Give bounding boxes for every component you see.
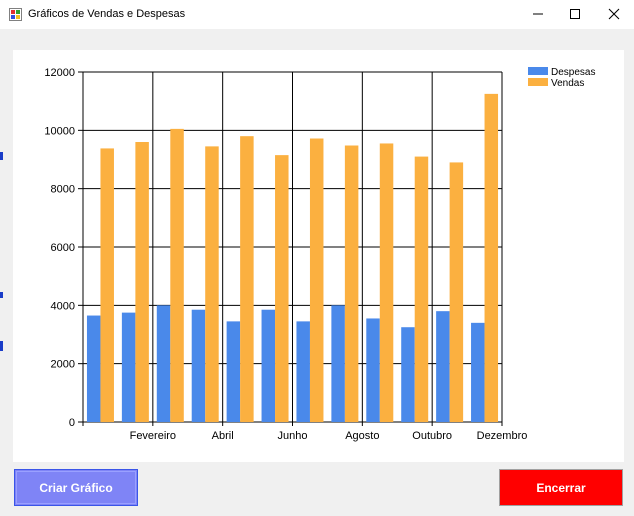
- legend-swatch-vendas: [528, 78, 548, 86]
- edge-mark: [0, 341, 3, 351]
- bar-vendas: [344, 145, 359, 422]
- y-tick-label: 2000: [51, 359, 75, 371]
- bar-despesas: [331, 305, 345, 422]
- bar-chart: 0 2000 4000 6000 8000 10000 12000 Fevereiro Abri…: [44, 67, 595, 442]
- maximize-icon: [570, 9, 580, 19]
- bar-despesas: [471, 322, 485, 422]
- bar-despesas: [261, 309, 276, 422]
- x-tick-label: Outubro: [412, 430, 452, 442]
- legend-swatch-despesas: [528, 67, 548, 75]
- bar-vendas: [484, 93, 499, 422]
- x-tick-label: Abril: [212, 430, 234, 442]
- y-tick-label: 6000: [51, 242, 75, 254]
- x-tick-label: Junho: [278, 430, 308, 442]
- title-bar: Gráficos de Vendas e Despesas: [0, 0, 634, 29]
- close-button[interactable]: [597, 0, 631, 29]
- maximize-button[interactable]: [558, 0, 592, 29]
- chart-area: 0 2000 4000 6000 8000 10000 12000 Fevereiro Abri…: [13, 50, 624, 462]
- window-title: Gráficos de Vendas e Despesas: [28, 8, 186, 20]
- y-tick-label: 0: [69, 417, 75, 429]
- encerrar-button[interactable]: Encerrar: [499, 469, 623, 506]
- legend-label-despesas: Despesas: [551, 67, 595, 78]
- bar-despesas: [401, 327, 415, 422]
- y-tick-label: 4000: [51, 300, 75, 312]
- bar-vendas: [449, 162, 464, 422]
- x-tick-label: Agosto: [345, 430, 379, 442]
- bar-despesas: [191, 309, 206, 422]
- bar-vendas: [414, 156, 429, 422]
- close-icon: [608, 8, 620, 20]
- bar-vendas: [100, 148, 114, 422]
- app-icon: [9, 8, 22, 21]
- bar-despesas: [86, 315, 101, 422]
- y-tick-label: 10000: [44, 125, 75, 137]
- bar-vendas: [275, 155, 289, 422]
- minimize-icon: [533, 13, 543, 15]
- bar-despesas: [436, 311, 450, 422]
- edge-mark: [0, 292, 3, 298]
- criar-grafico-button[interactable]: Criar Gráfico: [14, 469, 138, 506]
- bar-vendas: [205, 146, 219, 422]
- bar-vendas: [135, 142, 149, 422]
- bar-despesas: [226, 321, 241, 422]
- y-tick-label: 12000: [44, 67, 75, 79]
- y-tick-label: 8000: [51, 184, 75, 196]
- edge-mark: [0, 152, 3, 160]
- x-tick-label: Fevereiro: [130, 430, 176, 442]
- bar-vendas: [379, 143, 394, 422]
- bar-vendas: [170, 128, 184, 422]
- minimize-button[interactable]: [521, 0, 555, 29]
- bar-vendas: [240, 136, 254, 422]
- x-tick-label: Dezembro: [477, 430, 528, 442]
- bar-vendas: [309, 138, 324, 422]
- bar-despesas: [156, 305, 171, 422]
- bar-despesas: [121, 312, 136, 422]
- bar-despesas: [296, 321, 310, 422]
- bar-despesas: [366, 318, 380, 422]
- legend-label-vendas: Vendas: [551, 78, 584, 89]
